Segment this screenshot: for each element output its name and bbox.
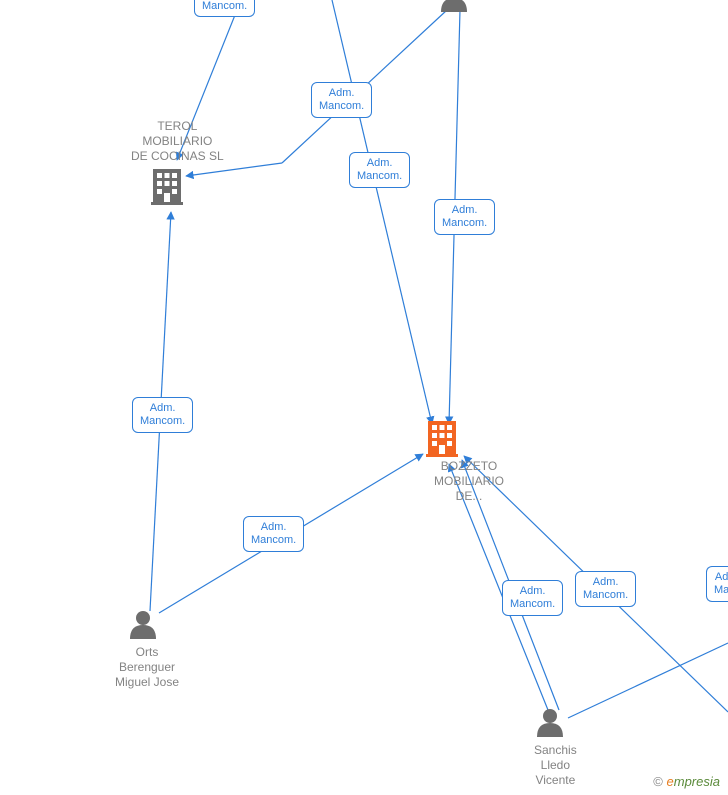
copyright-symbol: © xyxy=(653,774,663,789)
graph-edge xyxy=(186,163,282,176)
person-icon[interactable] xyxy=(537,709,563,737)
edge-label: Adm. Mancom. xyxy=(349,152,410,188)
edge-label: Adm. Mancom. xyxy=(132,397,193,433)
edge-label: Adm. Mancom. xyxy=(311,82,372,118)
person-icon[interactable] xyxy=(441,0,467,12)
company-icon[interactable] xyxy=(151,169,183,205)
edge-label: Adm. Mancom. xyxy=(434,199,495,235)
edge-label: Adm. Mancom. xyxy=(243,516,304,552)
node-label: Sanchis Lledo Vicente xyxy=(534,743,577,788)
edge-label: Adm. Mancom. xyxy=(575,571,636,607)
graph-edge xyxy=(568,643,728,718)
relationship-graph xyxy=(0,0,728,795)
company-icon[interactable] xyxy=(426,421,458,457)
person-icon[interactable] xyxy=(130,611,156,639)
edge-label: Adm. Mancom. xyxy=(502,580,563,616)
graph-edge xyxy=(332,0,432,424)
node-label: BOZZETO MOBILIARIO DE... xyxy=(434,459,504,504)
node-label: Orts Berenguer Miguel Jose xyxy=(115,645,179,690)
node-label: TEROL MOBILIARIO DE COCINAS SL xyxy=(131,119,224,164)
brand-name: mpresia xyxy=(674,774,720,789)
brand-initial: e xyxy=(667,774,674,789)
edge-label: Ad Ma xyxy=(706,566,728,602)
watermark: © empresia xyxy=(653,774,720,789)
edge-label: Mancom. xyxy=(194,0,255,17)
